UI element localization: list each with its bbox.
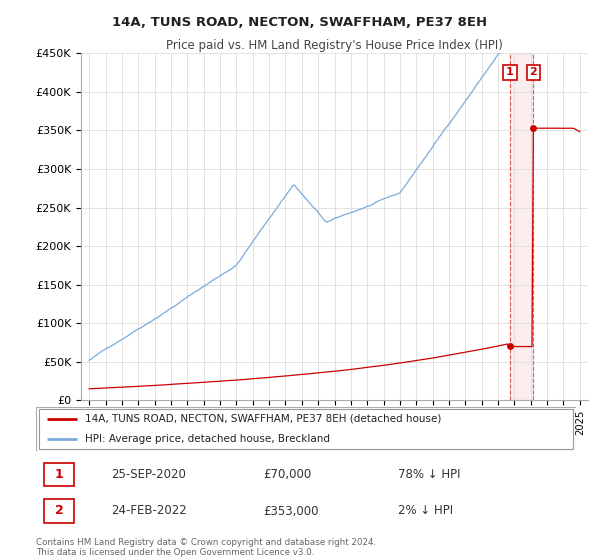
Text: 2: 2 <box>529 67 537 77</box>
Text: 2% ↓ HPI: 2% ↓ HPI <box>398 505 453 517</box>
Text: 1: 1 <box>55 468 64 481</box>
Text: 14A, TUNS ROAD, NECTON, SWAFFHAM, PE37 8EH (detached house): 14A, TUNS ROAD, NECTON, SWAFFHAM, PE37 8… <box>85 414 441 424</box>
FancyBboxPatch shape <box>39 409 574 449</box>
FancyBboxPatch shape <box>44 463 74 486</box>
Text: 2: 2 <box>55 505 64 517</box>
Text: 25-SEP-2020: 25-SEP-2020 <box>112 468 187 481</box>
Text: HPI: Average price, detached house, Breckland: HPI: Average price, detached house, Brec… <box>85 434 329 444</box>
Text: 78% ↓ HPI: 78% ↓ HPI <box>398 468 460 481</box>
Text: Contains HM Land Registry data © Crown copyright and database right 2024.
This d: Contains HM Land Registry data © Crown c… <box>36 538 376 557</box>
Title: Price paid vs. HM Land Registry's House Price Index (HPI): Price paid vs. HM Land Registry's House … <box>166 39 503 52</box>
Bar <box>510 53 533 400</box>
Text: 1: 1 <box>506 67 514 77</box>
Text: 14A, TUNS ROAD, NECTON, SWAFFHAM, PE37 8EH: 14A, TUNS ROAD, NECTON, SWAFFHAM, PE37 8… <box>112 16 488 29</box>
FancyBboxPatch shape <box>44 500 74 522</box>
Text: £353,000: £353,000 <box>263 505 318 517</box>
Text: 24-FEB-2022: 24-FEB-2022 <box>112 505 187 517</box>
Text: £70,000: £70,000 <box>263 468 311 481</box>
